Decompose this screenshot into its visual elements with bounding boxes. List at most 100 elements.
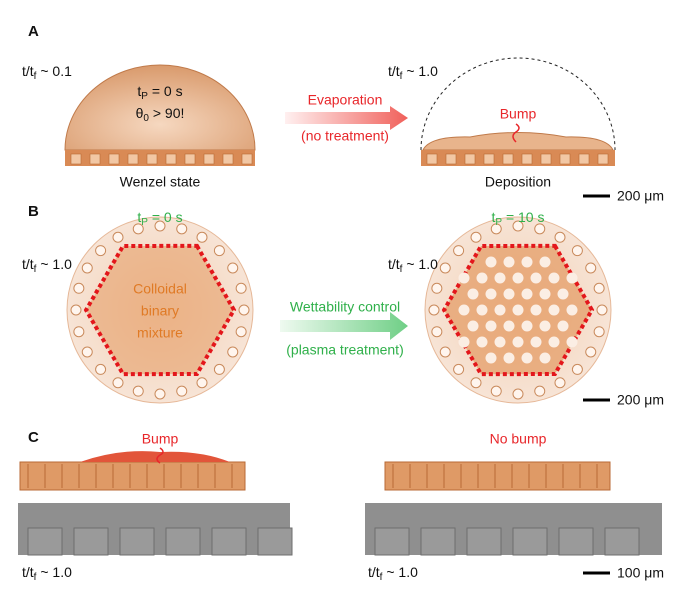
time-label: t/tf ~ 0.1 — [22, 63, 72, 82]
rim-pillar — [227, 346, 239, 358]
contact-angle: θ0 > 90! — [136, 105, 185, 124]
rim-pillar — [585, 346, 597, 358]
panel-label: C — [28, 429, 39, 446]
hole — [566, 272, 578, 284]
rim-pillar — [431, 326, 443, 338]
bump-label: Bump — [500, 106, 537, 122]
rim-pillar — [596, 304, 608, 316]
hole — [476, 336, 488, 348]
hole — [512, 304, 524, 316]
arrow-label: Wettability control — [290, 299, 400, 315]
text: ~ 1.0 — [36, 564, 72, 580]
subscript: f — [380, 572, 383, 583]
pillar-section — [558, 527, 594, 556]
droplet — [64, 64, 256, 151]
rim-pillar — [176, 385, 188, 397]
rim-pillar — [554, 231, 566, 243]
text: = 0 s — [148, 83, 183, 99]
rim-pillar — [95, 363, 107, 375]
subscript: f — [34, 264, 37, 275]
initial-contour — [420, 57, 616, 151]
text: t — [137, 209, 141, 225]
hole — [530, 304, 542, 316]
panel-label: A — [28, 23, 39, 40]
hole — [539, 352, 551, 364]
hole — [485, 352, 497, 364]
hexagon — [83, 243, 237, 377]
time-label: t/tf ~ 1.0 — [388, 63, 438, 82]
pillar-section — [604, 527, 640, 556]
hole — [458, 272, 470, 284]
text: t/t — [368, 564, 380, 580]
scale-label: 200 μm — [617, 392, 664, 408]
pillar-section — [73, 527, 109, 556]
hole — [503, 288, 515, 300]
pillar — [559, 153, 571, 165]
panel-label: B — [28, 203, 39, 220]
text: t — [137, 83, 141, 99]
pillar — [502, 153, 514, 165]
hole — [557, 320, 569, 332]
arrow-label: (plasma treatment) — [286, 342, 403, 358]
hole — [467, 288, 479, 300]
pillar — [108, 153, 120, 165]
rim-pillar — [132, 385, 144, 397]
pillar — [146, 153, 158, 165]
pillar-section — [165, 527, 201, 556]
scale-label: 100 μm — [617, 565, 664, 581]
plasma-time: tP = 10 s — [492, 209, 545, 228]
hole — [548, 304, 560, 316]
subscript: 0 — [143, 113, 149, 124]
text: t/t — [388, 256, 400, 272]
caption: Deposition — [485, 174, 551, 190]
hole — [530, 272, 542, 284]
arrow-label: (no treatment) — [301, 128, 389, 144]
hole — [503, 352, 515, 364]
pillar-section — [512, 527, 548, 556]
hole — [494, 336, 506, 348]
hole — [566, 336, 578, 348]
text: = 10 s — [502, 209, 544, 225]
pillar-section — [27, 527, 63, 556]
rim-pillar — [196, 377, 208, 389]
rim-pillar — [585, 262, 597, 274]
rim-pillar — [196, 231, 208, 243]
pillar — [70, 153, 82, 165]
pillar — [241, 153, 253, 165]
rim-pillar — [154, 220, 166, 232]
hole — [566, 304, 578, 316]
pillar — [89, 153, 101, 165]
hole — [512, 336, 524, 348]
hole — [467, 320, 479, 332]
time-label: t/tf ~ 1.0 — [368, 564, 418, 583]
rim-pillar — [593, 282, 605, 294]
text: = 0 s — [148, 209, 183, 225]
hole — [539, 288, 551, 300]
section-3d — [384, 461, 611, 491]
rim-pillar — [238, 304, 250, 316]
rim-pillar — [453, 363, 465, 375]
hole — [494, 272, 506, 284]
pillar — [540, 153, 552, 165]
rim-pillar — [235, 326, 247, 338]
section-3d — [19, 461, 246, 491]
arrow — [280, 312, 408, 340]
pillar — [203, 153, 215, 165]
hole — [539, 320, 551, 332]
pillar — [445, 153, 457, 165]
pillar — [127, 153, 139, 165]
hole — [476, 304, 488, 316]
mixture-label: binary — [141, 303, 179, 319]
pillar — [578, 153, 590, 165]
rim-pillar — [235, 282, 247, 294]
rim-pillar — [95, 245, 107, 257]
rim-pillar — [490, 385, 502, 397]
hole — [485, 256, 497, 268]
hole — [548, 272, 560, 284]
text: t/t — [388, 63, 400, 79]
pillar — [597, 153, 609, 165]
mixture-label: mixture — [137, 325, 183, 341]
pillar — [184, 153, 196, 165]
rim-pillar — [213, 245, 225, 257]
pillar-section — [211, 527, 247, 556]
